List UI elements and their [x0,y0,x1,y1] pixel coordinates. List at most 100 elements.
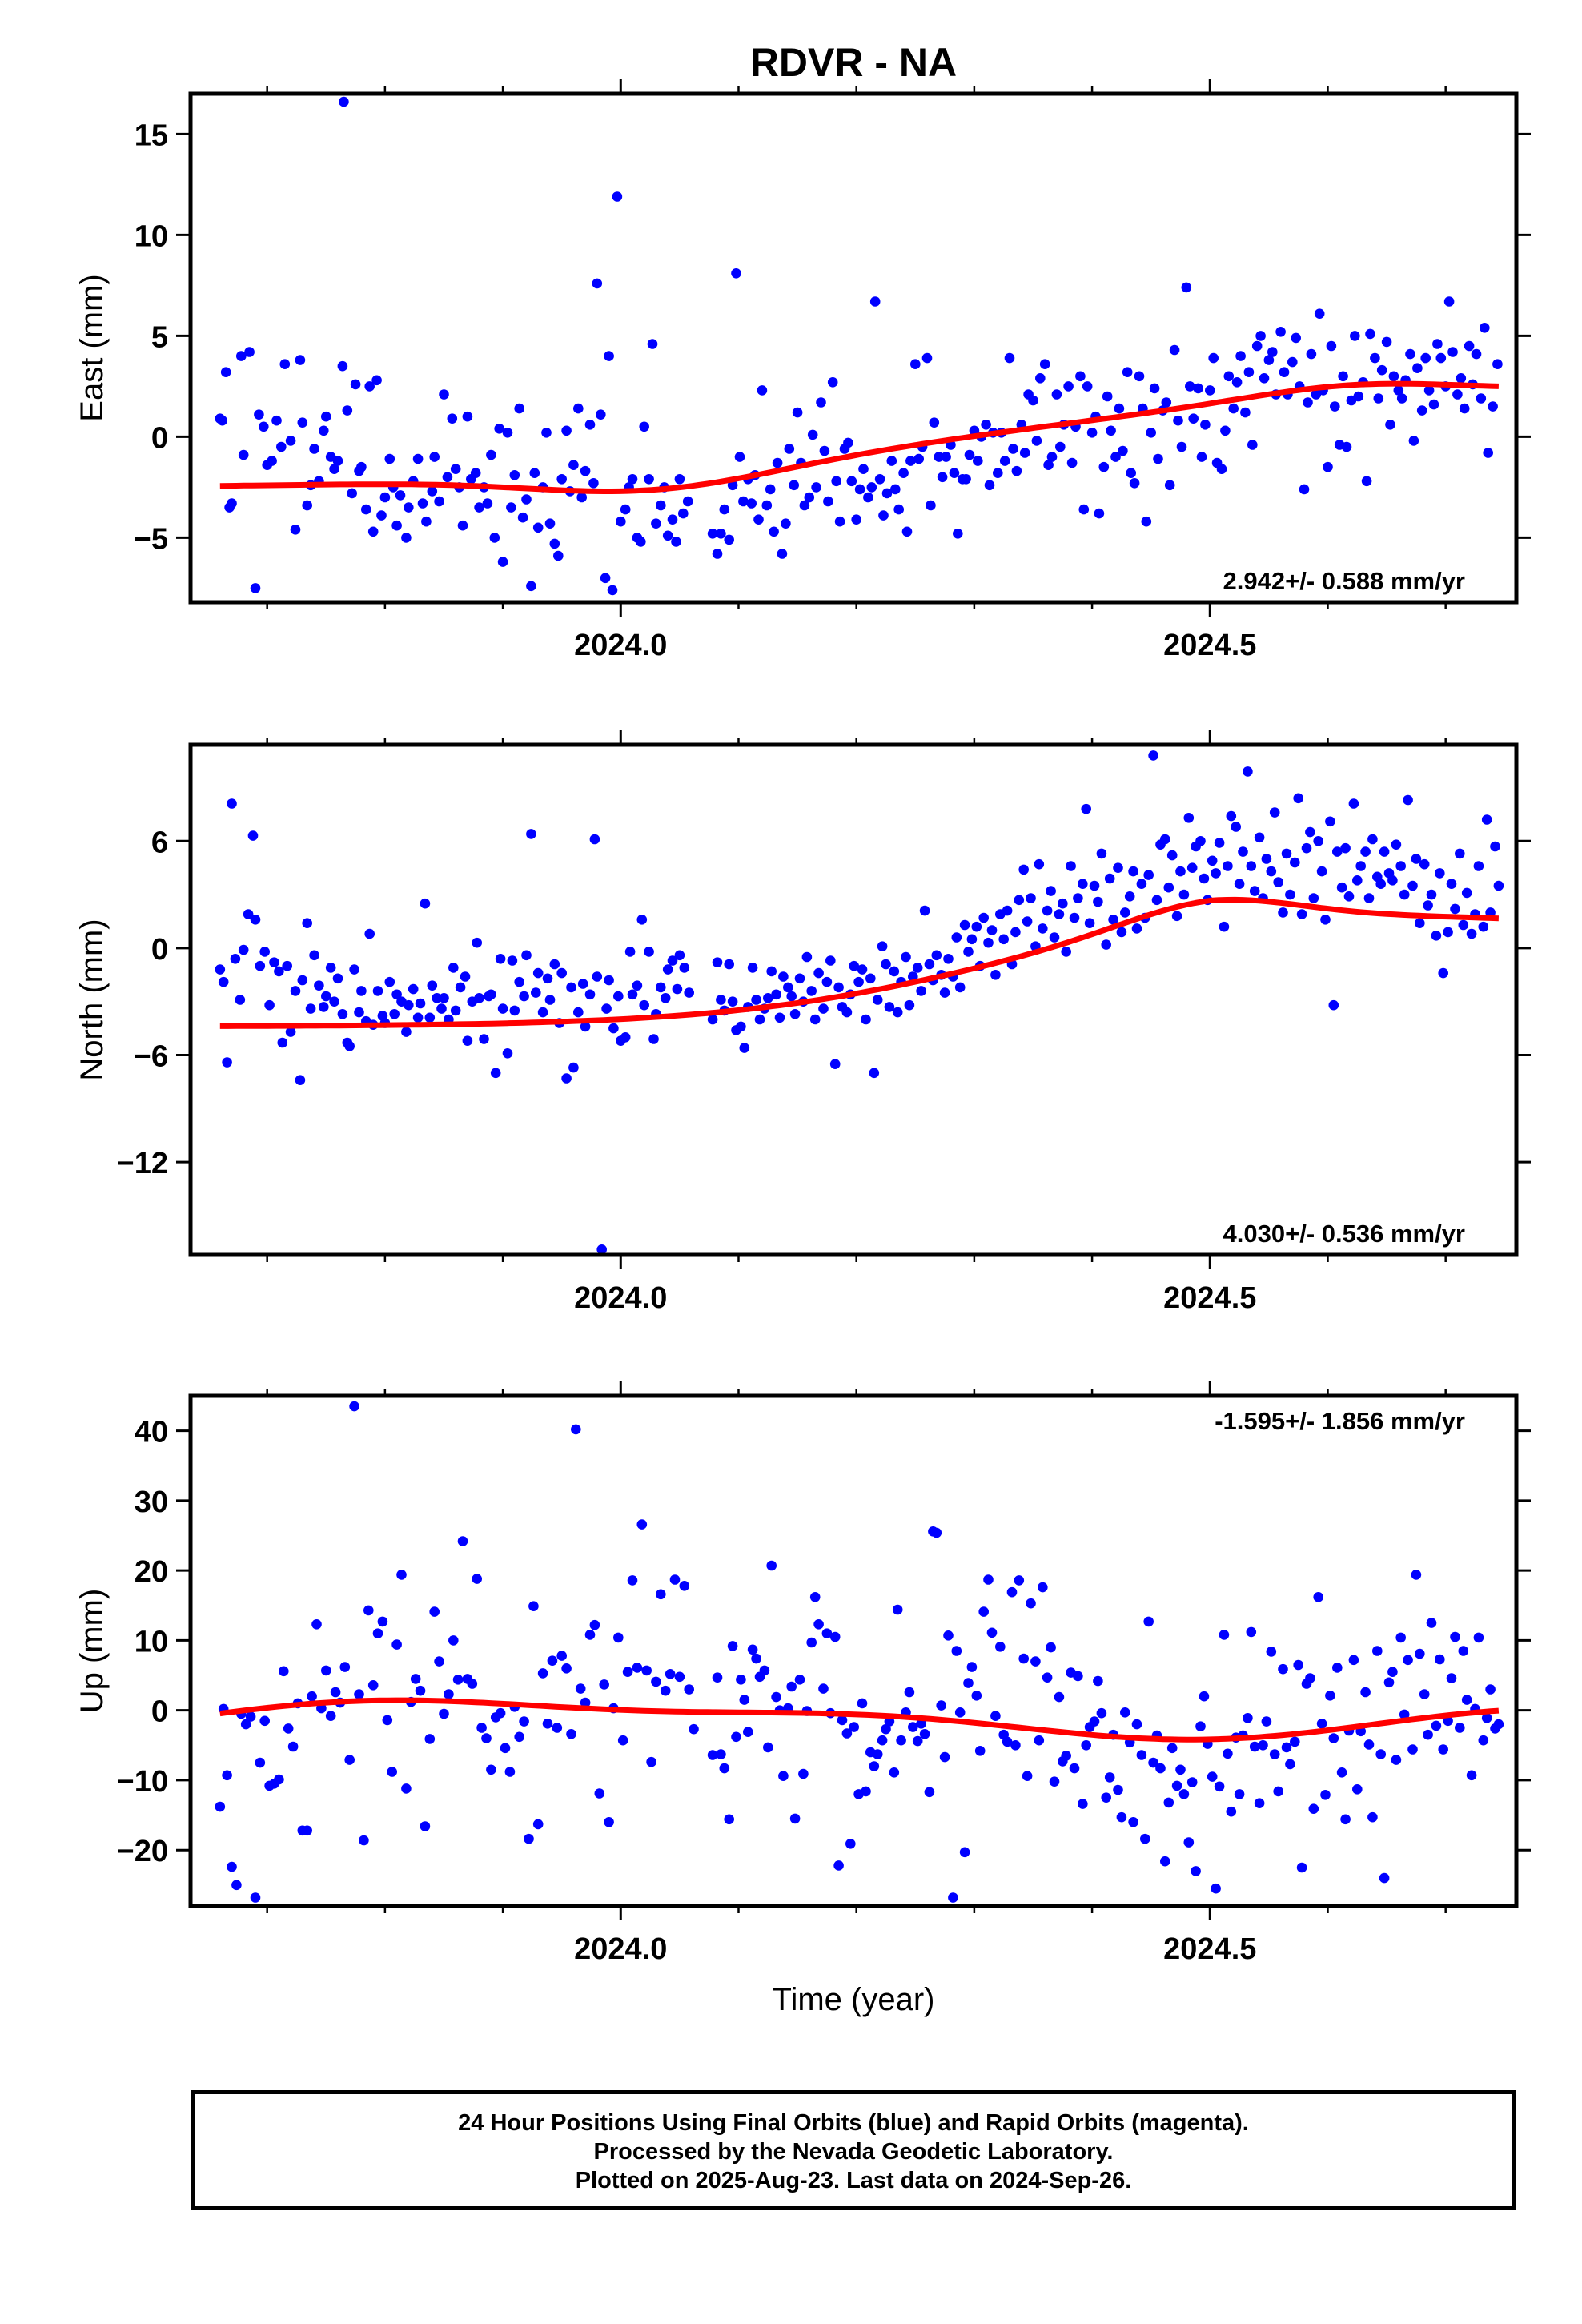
up-data-point [547,1655,558,1666]
up-data-point [1030,1656,1041,1667]
up-data-point [669,1574,681,1585]
up-data-point [1281,1742,1292,1753]
up-data-point [514,1731,524,1743]
north-data-point [1163,882,1174,893]
north-ytick-label: 6 [151,826,168,859]
north-data-point [1183,813,1195,823]
north-data-point [1101,939,1111,950]
north-data-point [771,989,781,1000]
north-data-point [1042,905,1053,916]
east-data-point [474,502,484,513]
north-data-point [1403,794,1413,806]
east-data-point [1370,352,1380,364]
up-data-point [1014,1575,1025,1586]
north-data-point [532,967,544,979]
up-data-point [747,1644,758,1655]
north-data-point [1273,877,1283,887]
up-data-point [1395,1632,1406,1643]
north-data-point [1116,927,1127,938]
north-data-point [332,973,343,984]
up-data-point [584,1630,596,1640]
east-data-point [1381,336,1392,348]
north-data-point [747,963,758,973]
north-data-point [573,1007,584,1018]
north-data-point [243,909,254,919]
north-data-point [1293,793,1303,804]
east-data-point [1464,340,1475,352]
north-data-point [391,989,402,1000]
north-data-point [924,959,935,970]
north-data-point [707,1014,718,1025]
up-data-point [1473,1632,1484,1643]
north-fit-curve [219,896,1500,1029]
up-data-point [924,1787,935,1798]
up-data-point [382,1715,393,1726]
east-data-point [302,500,313,511]
up-data-point [537,1668,548,1679]
east-data-point [1405,348,1415,360]
up-data-point [1383,1677,1395,1688]
up-data-point [1458,1646,1469,1656]
east-data-point [339,96,349,107]
east-data-point [651,518,661,529]
up-data-point [452,1675,464,1685]
east-data-point [926,500,936,511]
north-data-point [1320,915,1331,925]
up-data-point [1375,1749,1386,1759]
east-data-point [1046,452,1058,462]
up-data-point [674,1671,685,1683]
up-data-point [486,1764,496,1775]
east-data-point [716,529,726,539]
east-data-point [858,464,869,474]
east-data-point [1492,359,1503,370]
up-data-point [1136,1750,1147,1760]
east-data-point [1263,355,1275,365]
east-data-point [1353,391,1364,402]
up-ytick-label: 10 [135,1625,168,1659]
north-data-point [1166,850,1178,861]
up-data-point [1273,1786,1283,1797]
north-data-point [636,915,648,925]
north-data-point [1038,923,1048,934]
east-data-point [227,498,237,509]
north-data-point [1058,898,1068,909]
north-data-point [841,1007,853,1018]
east-data-point [854,484,865,495]
east-data-point [297,417,308,428]
north-data-point [1305,826,1315,838]
east-data-point [827,377,838,388]
north-data-point [1010,927,1021,938]
east-panel: −5 0 5 10 15 2024.0 2024.5 East (mm) 2.942+/- 0.… [74,79,1531,662]
north-data-point [584,989,596,1000]
north-data-point [1238,846,1248,857]
north-data-point [1148,750,1158,761]
up-data-point [736,1675,746,1685]
north-data-point [1301,842,1312,854]
east-data-point [1247,440,1258,450]
east-data-point [1114,403,1125,414]
up-data-point [420,1821,431,1831]
up-data-point [1163,1797,1174,1808]
east-data-point [395,490,406,501]
north-data-point [592,971,603,982]
up-data-point [1214,1781,1225,1792]
north-data-point [1438,967,1448,979]
east-data-point [973,456,983,466]
up-data-point [936,1700,946,1711]
north-data-point [497,1003,508,1014]
north-data-point [986,925,998,935]
east-data-point [678,508,689,519]
east-data-point [568,460,579,470]
north-data-point [349,964,359,975]
north-data-point [412,1012,424,1023]
north-data-point [1136,879,1147,889]
up-data-point [1336,1767,1347,1778]
north-data-point [963,947,974,957]
north-data-point [1113,862,1123,873]
up-xtick-label: 2024.0 [574,1932,667,1966]
east-data-point [364,381,375,392]
up-data-point [377,1616,388,1627]
east-data-point [1176,441,1187,452]
east-data-point [1031,436,1042,446]
up-data-point [542,1719,553,1729]
